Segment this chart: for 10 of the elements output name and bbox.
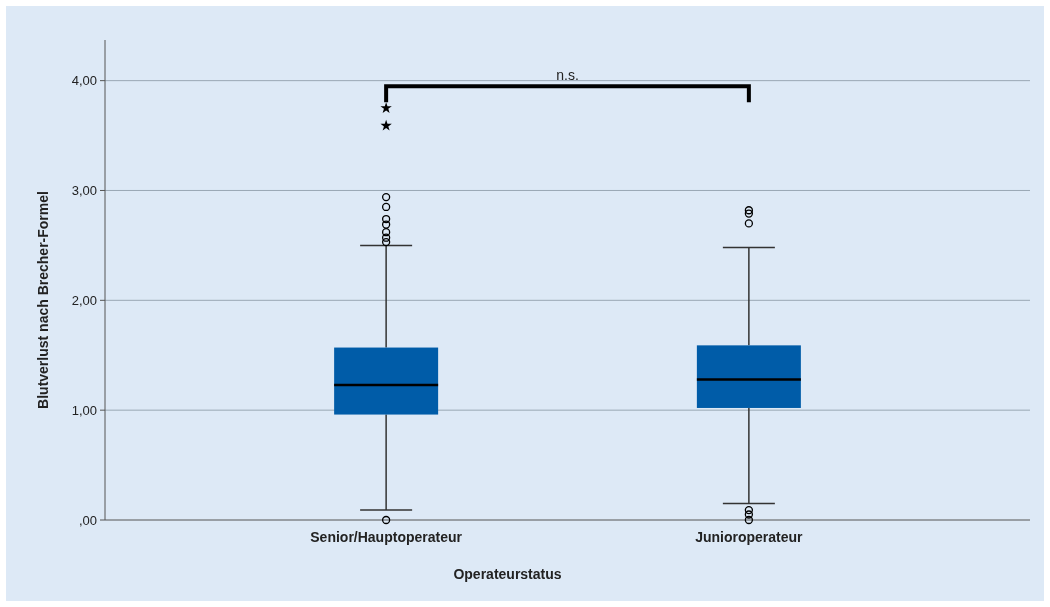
y-tick-label: 1,00: [71, 402, 97, 418]
annotation: n.s.: [556, 67, 579, 84]
x-axis-title: Operateurstatus: [453, 566, 562, 582]
x-tick-label: Senior/Hauptoperateur: [310, 529, 463, 545]
y-tick-label: 3,00: [71, 183, 97, 199]
y-tick-label: ,00: [78, 512, 97, 528]
y-axis-title: Blutverlust nach Brecher-Formel: [35, 191, 51, 409]
y-tick-label: 2,00: [71, 292, 97, 308]
x-tick-label: Junioroperateur: [695, 529, 804, 545]
y-tick-label: 4,00: [71, 73, 97, 89]
